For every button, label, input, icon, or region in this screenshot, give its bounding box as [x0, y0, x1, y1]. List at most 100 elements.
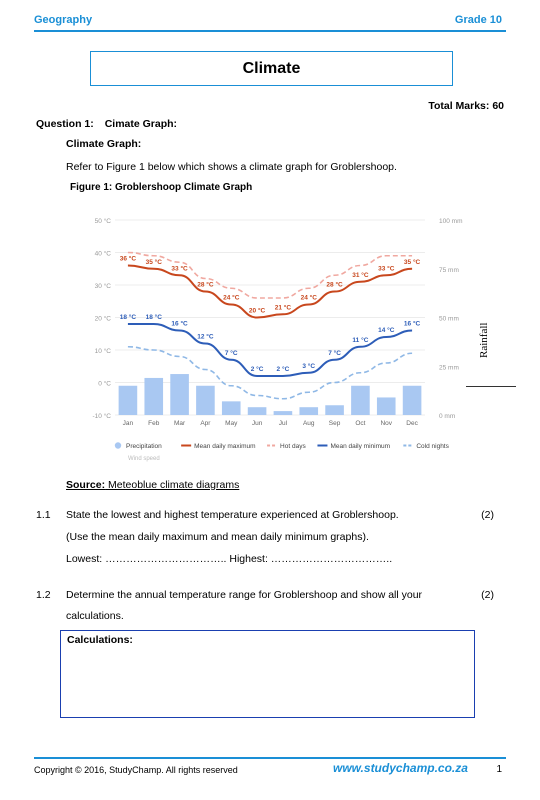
question-1-2-line1: Determine the annual temperature range f…: [66, 589, 423, 601]
x-tick: May: [225, 420, 238, 427]
x-tick: Jul: [279, 420, 288, 427]
y-tick-right: 0 mm: [439, 413, 455, 420]
data-label: 12 °C: [197, 333, 214, 341]
copyright-text: Copyright © 2016, StudyChamp. All rights…: [34, 765, 238, 775]
legend-label: Hot days: [280, 443, 306, 450]
precipitation-bar: [118, 385, 138, 415]
y-tick-right: 75 mm: [439, 267, 459, 274]
x-tick: Sep: [329, 420, 341, 427]
data-label: 18 °C: [146, 313, 163, 321]
figure-caption: Figure 1: Groblershoop Climate Graph: [70, 182, 253, 193]
question-1-heading: Question 1: Cimate Graph:: [36, 118, 177, 130]
data-label: 31 °C: [352, 271, 369, 279]
data-label: 7 °C: [225, 349, 238, 357]
subject-label: Geography: [34, 14, 93, 26]
source-text: Meteoblue climate diagrams: [105, 479, 240, 491]
data-label: 36 °C: [120, 255, 137, 263]
data-label: 16 °C: [171, 320, 188, 328]
precipitation-bar: [170, 374, 189, 415]
page-number: 1: [496, 764, 502, 775]
question-1-2-marks: (2): [481, 589, 494, 601]
data-label: 20 °C: [249, 307, 266, 315]
question-1-1-answer-line[interactable]: Lowest: …………………………….. Highest: …………………………: [66, 553, 393, 565]
legend-label: Mean daily maximum: [194, 443, 255, 450]
source-line: Source: Meteoblue climate diagrams: [66, 479, 239, 491]
question-1-1-marks: (2): [481, 509, 494, 521]
x-tick: Apr: [200, 420, 211, 427]
x-tick: Oct: [355, 420, 365, 427]
x-tick: Mar: [174, 420, 186, 427]
legend-label-extra: Wind speed: [128, 456, 160, 462]
climate-graph: 50 °C 40 °C 30 °C 20 °C 10 °C 0 °C -10 °C 100 m…: [70, 208, 470, 467]
data-label: 18 °C: [120, 313, 137, 321]
data-label: 2 °C: [277, 365, 290, 373]
y-tick-right: 50 mm: [439, 316, 459, 323]
data-label: 28 °C: [197, 281, 214, 289]
legend-label: Mean daily minimum: [330, 443, 390, 450]
precipitation-bar: [144, 377, 164, 415]
data-label: 16 °C: [404, 320, 421, 328]
question-1-1-line1: State the lowest and highest temperature…: [66, 509, 399, 521]
title-box: Climate: [90, 51, 453, 86]
y-tick-right: 25 mm: [439, 364, 459, 371]
data-label: 3 °C: [302, 362, 315, 370]
y-tick-left: 10 °C: [95, 347, 112, 355]
instruction-text: Refer to Figure 1 below which shows a cl…: [66, 161, 397, 173]
precipitation-bar: [273, 411, 293, 415]
x-tick: Nov: [380, 420, 392, 427]
total-marks: Total Marks: 60: [428, 100, 504, 112]
data-label: 24 °C: [301, 294, 318, 302]
precipitation-bar: [376, 397, 396, 415]
data-label: 35 °C: [404, 258, 421, 266]
y-tick-right: 100 mm: [439, 218, 462, 225]
climate-chart-svg: 50 °C 40 °C 30 °C 20 °C 10 °C 0 °C -10 °C 100 m…: [70, 208, 470, 462]
data-label: 21 °C: [275, 303, 292, 311]
question-1-2-number: 1.2: [36, 589, 51, 601]
footer-divider: [34, 757, 506, 759]
x-tick: Aug: [303, 420, 315, 427]
data-label: 35 °C: [146, 258, 163, 266]
subheading: Climate Graph:: [66, 138, 142, 150]
x-tick: Jan: [123, 420, 134, 427]
data-label: 24 °C: [223, 294, 240, 302]
website-link[interactable]: www.studychamp.co.za: [333, 761, 468, 775]
data-label: 28 °C: [326, 281, 343, 289]
header-divider: [34, 30, 506, 32]
y-tick-left: 20 °C: [95, 315, 112, 323]
x-tick: Feb: [148, 420, 160, 427]
dashed-series-line: [127, 251, 413, 299]
calculations-label: Calculations:: [67, 634, 133, 646]
data-label: 7 °C: [328, 349, 341, 357]
data-label: 14 °C: [378, 326, 395, 334]
x-tick: Jun: [252, 420, 263, 427]
precipitation-bar: [402, 385, 422, 415]
question-1-2-line2: calculations.: [66, 610, 124, 622]
question-1-number: Question 1:: [36, 118, 94, 130]
question-1-1-number: 1.1: [36, 509, 51, 521]
precipitation-bar: [299, 407, 319, 415]
precipitation-bar: [196, 385, 215, 415]
series-line: [127, 323, 413, 377]
dashed-series-line: [127, 345, 413, 400]
data-label: 33 °C: [378, 264, 395, 272]
precipitation-bar: [325, 405, 344, 415]
y-tick-left: 0 °C: [98, 380, 111, 388]
x-tick: Dec: [406, 420, 418, 427]
data-label: 33 °C: [171, 264, 188, 272]
legend-label: Precipitation: [126, 443, 162, 450]
y-tick-left: -10 °C: [93, 412, 112, 420]
series-line: [127, 264, 413, 319]
calculations-box[interactable]: Calculations:: [60, 630, 475, 718]
precipitation-bar: [221, 401, 241, 415]
precipitation-bar: [351, 385, 370, 415]
legend-swatch: [114, 442, 122, 449]
chart-extension-line: [466, 386, 516, 387]
data-label: 11 °C: [352, 336, 368, 344]
y-tick-left: 30 °C: [95, 282, 112, 290]
legend-label: Cold nights: [416, 443, 449, 450]
chart-background: [70, 208, 470, 462]
rainfall-axis-label: Rainfall: [478, 322, 490, 358]
question-1-1-line2: (Use the mean daily maximum and mean dai…: [66, 531, 369, 543]
question-1-title: Cimate Graph:: [104, 118, 178, 130]
precipitation-bar: [247, 407, 267, 415]
